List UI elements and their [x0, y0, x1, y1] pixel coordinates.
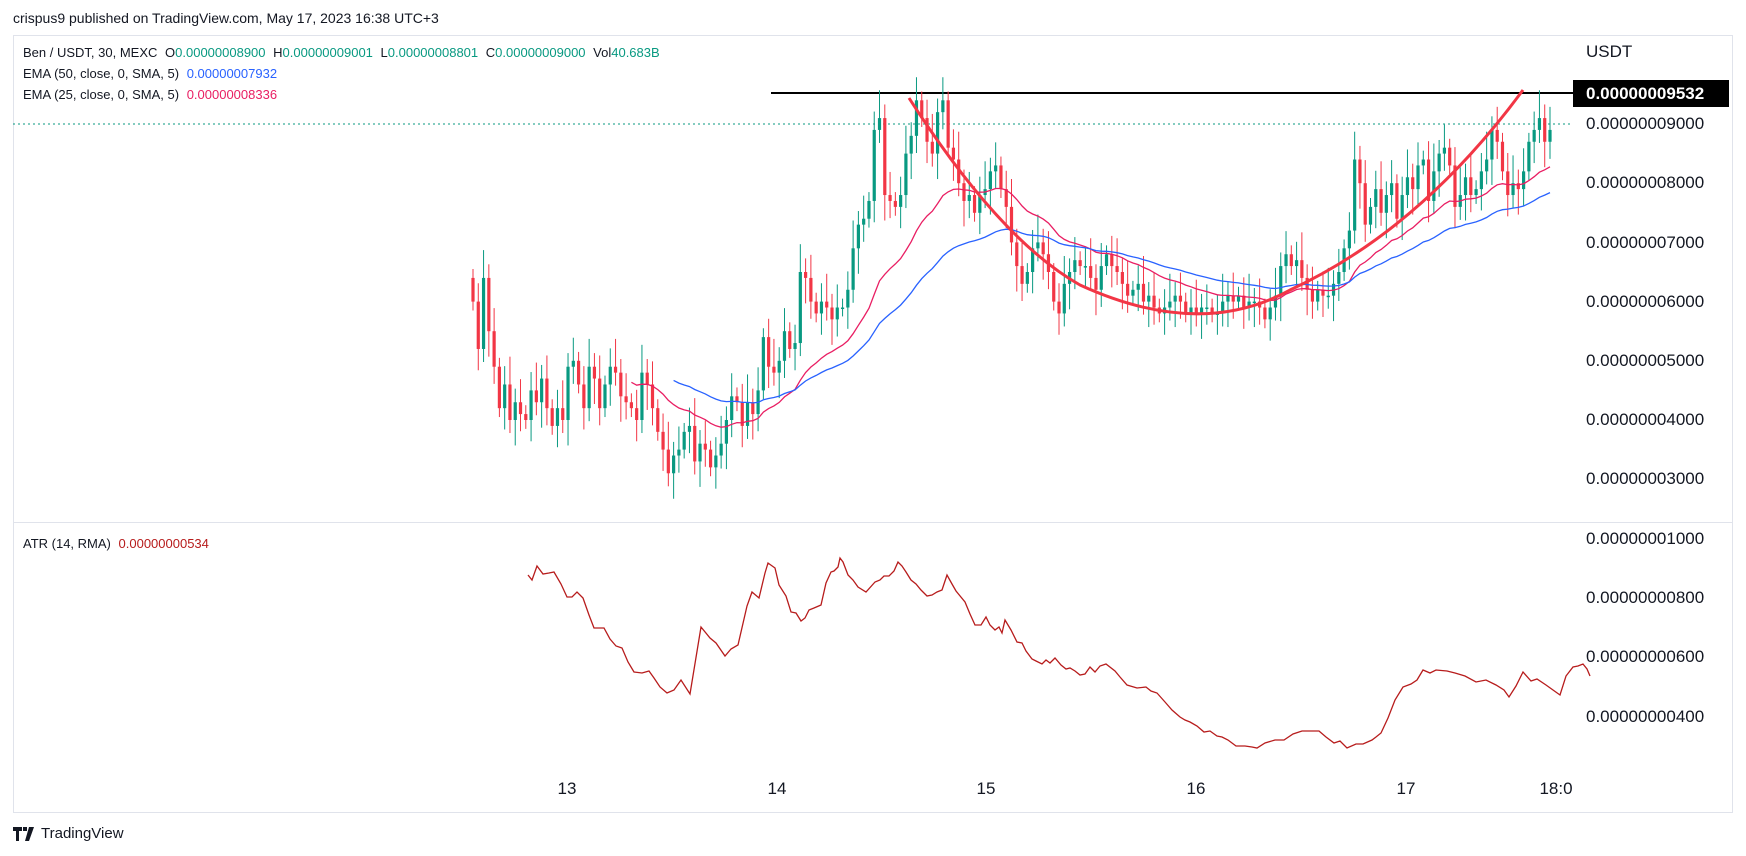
x-tick-18: 18:0: [1539, 779, 1573, 798]
symbol-legend: Ben / USDT, 30, MEXC O0.00000008900 H0.0…: [23, 45, 660, 60]
atr-tick: 0.00000000600: [1586, 647, 1705, 666]
x-tick-17: 17: [1396, 779, 1416, 798]
price-tick: 0.00000005000: [1586, 351, 1705, 370]
atr-tick: 0.00000000400: [1586, 707, 1705, 726]
symbol-label[interactable]: Ben / USDT, 30, MEXC: [23, 45, 158, 60]
price-tick: 0.00000006000: [1586, 292, 1705, 311]
volume-value: 40.683B: [611, 45, 660, 60]
x-tick-14: 14: [767, 779, 787, 798]
pane-divider[interactable]: [13, 522, 1733, 523]
low-value: 0.00000008801: [387, 45, 479, 60]
x-tick-16: 16: [1186, 779, 1206, 798]
atr-legend[interactable]: ATR (14, RMA) 0.00000000534: [23, 536, 209, 551]
price-tick: 0.00000004000: [1586, 410, 1705, 429]
close-value: 0.00000009000: [495, 45, 586, 60]
x-tick-13: 13: [557, 779, 577, 798]
high-value: 0.00000009001: [282, 45, 373, 60]
tradingview-logo[interactable]: TradingView: [13, 825, 124, 842]
tradingview-icon: [13, 826, 34, 841]
ema25-value: 0.00000008336: [186, 87, 278, 102]
ema50-legend[interactable]: EMA (50, close, 0, SMA, 5) 0.00000007932: [23, 66, 278, 81]
chart-frame: [13, 35, 1733, 813]
x-tick-15: 15: [976, 779, 996, 798]
atr-tick: 0.00000000800: [1586, 588, 1705, 607]
atr-value: 0.00000000534: [118, 536, 209, 551]
open-value: 0.00000008900: [175, 45, 266, 60]
atr-tick: 0.00000001000: [1586, 529, 1705, 548]
price-tick: 0.00000007000: [1586, 233, 1705, 252]
current-price-tag: 0.00000009532: [1573, 80, 1729, 107]
price-tick: 0.00000008000: [1586, 173, 1705, 192]
ema50-value: 0.00000007932: [186, 66, 278, 81]
price-tick: 0.00000009000: [1586, 114, 1705, 133]
published-caption: crispus9 published on TradingView.com, M…: [13, 10, 439, 26]
price-tick: 0.00000003000: [1586, 469, 1705, 488]
currency-label: USDT: [1586, 42, 1633, 61]
ema25-legend[interactable]: EMA (25, close, 0, SMA, 5) 0.00000008336: [23, 87, 278, 102]
